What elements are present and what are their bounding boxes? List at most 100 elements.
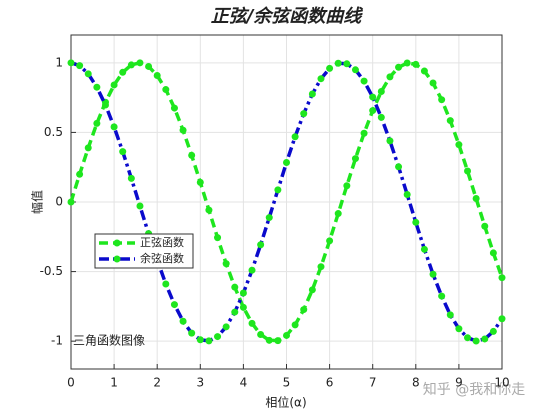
data-point bbox=[489, 249, 497, 257]
x-tick-label: 4 bbox=[240, 376, 248, 390]
data-point bbox=[446, 311, 454, 319]
data-point bbox=[446, 117, 454, 125]
data-point bbox=[464, 167, 472, 175]
data-point bbox=[377, 88, 385, 96]
data-point bbox=[498, 274, 506, 282]
x-tick-label: 0 bbox=[67, 376, 75, 390]
data-point bbox=[119, 148, 127, 156]
data-point bbox=[222, 323, 230, 331]
data-point bbox=[188, 151, 196, 159]
data-point bbox=[369, 93, 377, 101]
x-tick-label: 1 bbox=[110, 376, 118, 390]
data-point bbox=[351, 155, 359, 163]
legend-marker bbox=[113, 239, 121, 247]
data-point bbox=[93, 119, 101, 127]
data-point bbox=[386, 73, 394, 81]
data-point bbox=[351, 66, 359, 74]
data-point bbox=[84, 70, 92, 78]
data-point bbox=[153, 71, 161, 79]
data-point bbox=[145, 62, 153, 70]
data-point bbox=[274, 186, 282, 194]
y-tick-label: 1 bbox=[55, 55, 63, 69]
legend-label: 余弦函数 bbox=[140, 251, 184, 265]
data-point bbox=[377, 113, 385, 121]
data-point bbox=[179, 317, 187, 325]
data-point bbox=[412, 60, 420, 68]
x-tick-label: 6 bbox=[326, 376, 334, 390]
data-point bbox=[265, 214, 273, 222]
data-point bbox=[429, 79, 437, 87]
data-point bbox=[127, 61, 135, 69]
data-point bbox=[334, 210, 342, 218]
data-point bbox=[300, 306, 308, 314]
data-point bbox=[188, 329, 196, 337]
data-point bbox=[420, 245, 428, 253]
data-point bbox=[196, 336, 204, 344]
data-point bbox=[205, 206, 213, 214]
data-point bbox=[257, 241, 265, 249]
data-point bbox=[231, 283, 239, 291]
data-point bbox=[265, 336, 273, 344]
data-point bbox=[403, 190, 411, 198]
data-point bbox=[119, 68, 127, 76]
data-point bbox=[326, 237, 334, 245]
data-point bbox=[343, 182, 351, 190]
data-point bbox=[257, 330, 265, 338]
data-point bbox=[239, 303, 247, 311]
data-point bbox=[308, 286, 316, 294]
watermark: 知乎 @我和你走 bbox=[423, 381, 525, 398]
data-point bbox=[334, 59, 342, 67]
data-point bbox=[283, 158, 290, 166]
legend-box bbox=[94, 233, 194, 269]
data-point bbox=[110, 123, 118, 131]
data-point bbox=[395, 163, 403, 171]
data-point bbox=[136, 59, 144, 67]
x-tick-label: 9 bbox=[455, 376, 463, 390]
y-axis-label: 幅值 bbox=[30, 190, 45, 214]
data-point bbox=[222, 260, 230, 268]
y-tick-label: 0.5 bbox=[44, 125, 63, 139]
data-point bbox=[283, 331, 290, 339]
data-point bbox=[76, 170, 84, 178]
data-point bbox=[84, 144, 92, 152]
data-point bbox=[127, 174, 135, 182]
data-point bbox=[162, 280, 170, 288]
data-point bbox=[170, 301, 178, 309]
data-point bbox=[472, 337, 480, 345]
data-point bbox=[369, 107, 377, 115]
data-point bbox=[196, 178, 204, 186]
data-point bbox=[481, 222, 489, 230]
x-tick-label: 10 bbox=[494, 376, 509, 390]
chart-title: 正弦/余弦函数曲线 bbox=[211, 6, 364, 27]
y-tick-label: 0 bbox=[55, 195, 63, 209]
data-point bbox=[274, 337, 282, 345]
data-point bbox=[498, 315, 506, 323]
x-tick-label: 7 bbox=[369, 376, 377, 390]
data-point bbox=[67, 198, 75, 206]
data-point bbox=[317, 263, 325, 271]
data-point bbox=[481, 335, 489, 343]
data-point bbox=[412, 218, 420, 226]
legend-marker bbox=[113, 255, 121, 263]
data-point bbox=[239, 289, 247, 297]
data-point bbox=[67, 59, 75, 67]
data-point bbox=[386, 137, 394, 145]
data-point bbox=[205, 337, 213, 345]
data-point bbox=[76, 62, 84, 70]
data-point bbox=[420, 67, 428, 75]
data-point bbox=[170, 104, 178, 112]
data-point bbox=[455, 325, 463, 333]
data-point bbox=[214, 333, 222, 341]
data-point bbox=[308, 90, 316, 98]
data-point bbox=[291, 133, 299, 141]
annotation: 三角函数图像 bbox=[73, 333, 145, 348]
data-point bbox=[438, 96, 446, 104]
x-axis-label: 相位(α) bbox=[265, 395, 306, 410]
data-point bbox=[300, 110, 308, 118]
x-tick-label: 5 bbox=[283, 376, 291, 390]
data-point bbox=[360, 77, 368, 85]
data-point bbox=[231, 308, 239, 316]
